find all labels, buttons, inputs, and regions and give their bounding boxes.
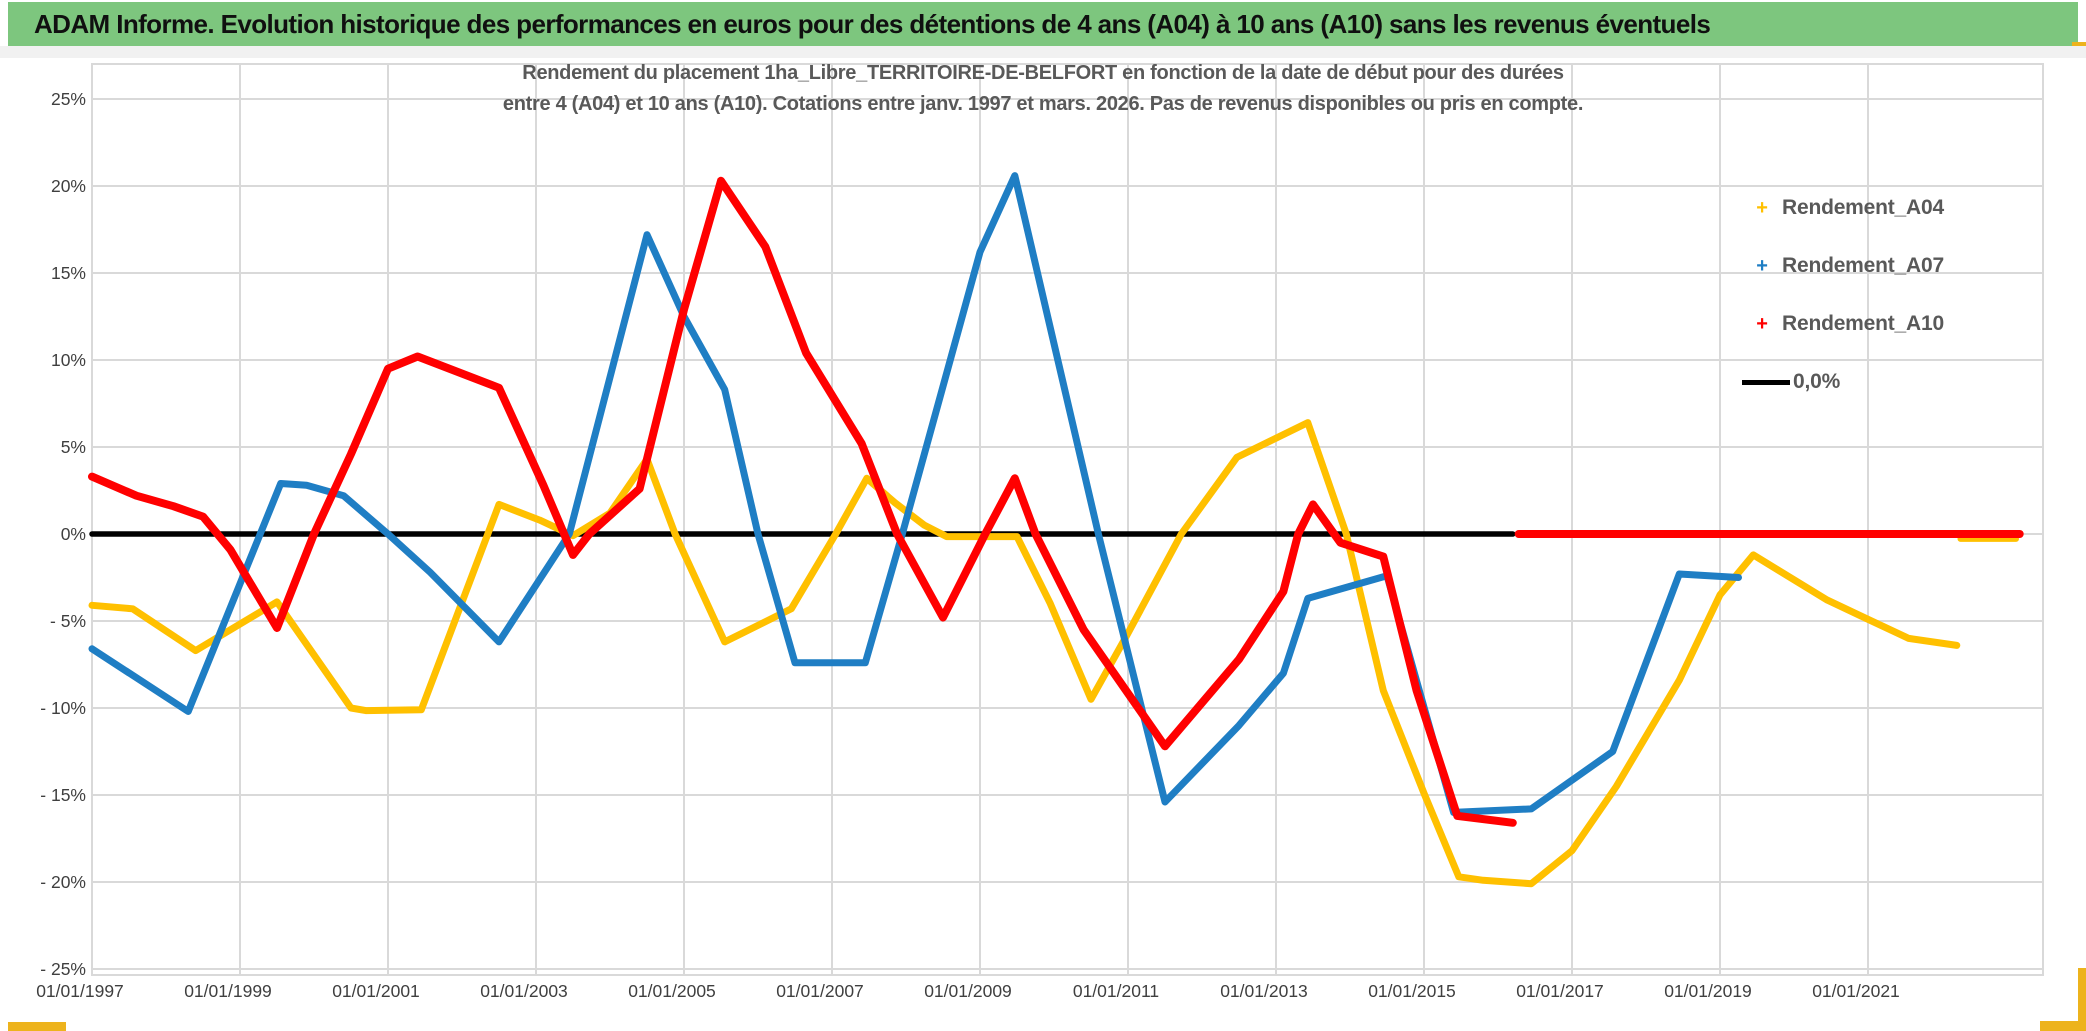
- legend-label: Rendement_A04: [1782, 196, 1944, 219]
- x-tick-label: 01/01/2013: [1220, 981, 1308, 1001]
- x-tick-label: 01/01/2017: [1516, 981, 1604, 1001]
- legend-item-rendement-a04[interactable]: + Rendement_A04: [1742, 196, 1944, 220]
- x-tick-label: 01/01/1997: [36, 981, 124, 1001]
- chart-title-line-1: Rendement du placement 1ha_Libre_TERRITO…: [522, 62, 1564, 84]
- x-tick-label: 01/01/2003: [480, 981, 568, 1001]
- y-tick-label: 15%: [51, 263, 86, 283]
- y-tick-label: 25%: [51, 89, 86, 109]
- chart-title: Rendement du placement 1ha_Libre_TERRITO…: [143, 58, 1943, 120]
- black-line-marker-icon: [1742, 379, 1790, 385]
- x-tick-label: 01/01/2007: [776, 981, 864, 1001]
- x-tick-label: 01/01/2015: [1368, 981, 1456, 1001]
- plus-marker-icon: +: [1756, 255, 1768, 277]
- y-tick-label: 10%: [51, 350, 86, 370]
- y-tick-label: - 15%: [40, 785, 86, 805]
- x-tick-label: 01/01/2021: [1812, 981, 1900, 1001]
- accent-bottom-left: [8, 1022, 66, 1031]
- y-tick-label: 5%: [61, 437, 86, 457]
- header-divider-strip: [0, 46, 2086, 58]
- title-bar: ADAM Informe. Evolution historique des p…: [8, 2, 2078, 46]
- legend-item-rendement-a07[interactable]: + Rendement_A07: [1742, 254, 1944, 278]
- chart-panel: [8, 58, 2078, 1021]
- legend: + Rendement_A04 + Rendement_A07 + Rendem…: [1742, 196, 1944, 394]
- x-tick-label: 01/01/2005: [628, 981, 716, 1001]
- legend-label: Rendement_A07: [1782, 254, 1944, 277]
- series-Rendement_A07: [88, 172, 1742, 816]
- series-Rendement_A04: [88, 419, 1961, 888]
- legend-label: 0,0%: [1793, 370, 1841, 393]
- plot-border: [91, 63, 2044, 976]
- x-tick-label: 01/01/2011: [1073, 981, 1159, 1001]
- page-title: ADAM Informe. Evolution historique des p…: [34, 8, 1711, 39]
- plus-marker-icon: +: [1756, 313, 1768, 335]
- chart-title-line-2: entre 4 (A04) et 10 ans (A10). Cotations…: [502, 93, 1584, 115]
- series-Rendement_A10: [88, 176, 1517, 827]
- x-tick-label: 01/01/2009: [924, 981, 1012, 1001]
- x-tick-label: 01/01/1999: [184, 981, 272, 1001]
- y-tick-label: - 20%: [40, 872, 86, 892]
- y-tick-label: - 10%: [40, 698, 86, 718]
- legend-item-rendement-a10[interactable]: + Rendement_A10: [1742, 312, 1944, 336]
- y-tick-label: 0%: [61, 524, 86, 544]
- y-tick-label: - 25%: [40, 959, 86, 979]
- x-tick-label: 01/01/2019: [1664, 981, 1752, 1001]
- y-tick-label: - 5%: [50, 611, 86, 631]
- legend-label: Rendement_A10: [1782, 312, 1944, 335]
- plus-marker-icon: +: [1756, 197, 1768, 219]
- x-tick-label: 01/01/2001: [332, 981, 420, 1001]
- legend-item-zero-line[interactable]: 0,0%: [1742, 370, 1944, 394]
- y-tick-label: 20%: [51, 176, 86, 196]
- accent-bottom-right: [2040, 1020, 2086, 1031]
